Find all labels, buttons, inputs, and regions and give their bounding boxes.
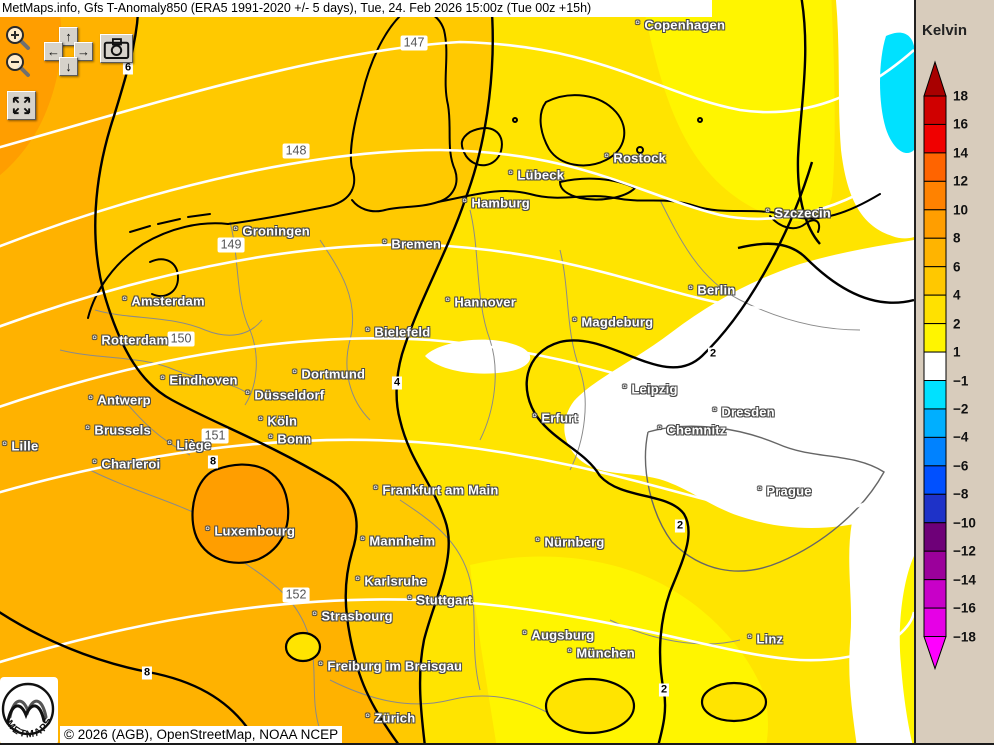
map-title: MetMaps.info, Gfs T-Anomaly850 (ERA5 199… <box>2 1 592 15</box>
legend-tick: 8 <box>953 230 961 246</box>
pan-right-button[interactable]: → <box>74 42 93 61</box>
legend-tick: −10 <box>953 515 976 531</box>
legend-tick: 18 <box>953 88 969 104</box>
legend-tick: 14 <box>953 145 969 161</box>
legend-panel: Kelvin 18 16 14 12 10 8 6 4 2 1 −1 −2 −4 −6 −8 −10 −12 −1… <box>914 0 994 743</box>
left-arrow-icon: ← <box>47 44 60 59</box>
up-arrow-icon: ↑ <box>65 29 72 44</box>
pan-up-button[interactable]: ↑ <box>59 27 78 46</box>
legend-tick: 10 <box>953 202 969 218</box>
title-bar: MetMaps.info, Gfs T-Anomaly850 (ERA5 199… <box>0 0 712 17</box>
legend-tick: 2 <box>953 316 961 332</box>
legend-tick: −18 <box>953 629 976 645</box>
legend-tick: 6 <box>953 259 961 275</box>
map-canvas[interactable]: 147 148 149 150 151 152 6 4 8 2 2 8 2 ° Copenhagen ° Ro… <box>0 0 914 743</box>
weather-map-image <box>0 0 914 743</box>
zoom-out-button[interactable] <box>5 52 31 78</box>
legend-tick: −14 <box>953 572 976 588</box>
legend-tick: −8 <box>953 486 969 502</box>
attribution-bar: © 2026 (AGB), OpenStreetMap, NOAA NCEP <box>60 726 343 743</box>
legend-title: Kelvin <box>922 22 968 39</box>
legend-tick: −2 <box>953 401 969 417</box>
agb-link[interactable]: AGB <box>115 727 145 742</box>
color-scale-bar <box>923 60 947 671</box>
right-arrow-icon: → <box>77 44 90 59</box>
magnifier-plus-icon <box>6 26 30 50</box>
fullscreen-button[interactable] <box>7 91 36 120</box>
expand-arrows-icon <box>12 96 31 115</box>
attribution-text: ), OpenStreetMap, NOAA NCEP <box>144 727 339 742</box>
legend-tick: −1 <box>953 373 969 388</box>
zoom-in-button[interactable] <box>5 25 31 51</box>
pan-down-button[interactable]: ↓ <box>59 57 78 76</box>
legend-tick: −6 <box>953 458 969 474</box>
legend-tick: −16 <box>953 600 976 616</box>
snapshot-button[interactable] <box>100 34 133 63</box>
legend-tick: 16 <box>953 116 969 132</box>
metmaps-logo-icon: METMAPS <box>1 682 55 741</box>
metmaps-logo[interactable]: METMAPS <box>0 677 58 743</box>
copyright-text: © 2026 ( <box>64 727 116 742</box>
pan-left-button[interactable]: ← <box>44 42 63 61</box>
legend-tick: 12 <box>953 173 969 189</box>
legend-tick: −12 <box>953 543 976 559</box>
down-arrow-icon: ↓ <box>65 59 72 74</box>
magnifier-minus-icon <box>6 53 30 77</box>
legend-tick: 1 <box>953 344 961 360</box>
legend-tick: 4 <box>953 287 961 303</box>
legend-tick: −4 <box>953 429 969 445</box>
camera-icon <box>103 37 130 59</box>
